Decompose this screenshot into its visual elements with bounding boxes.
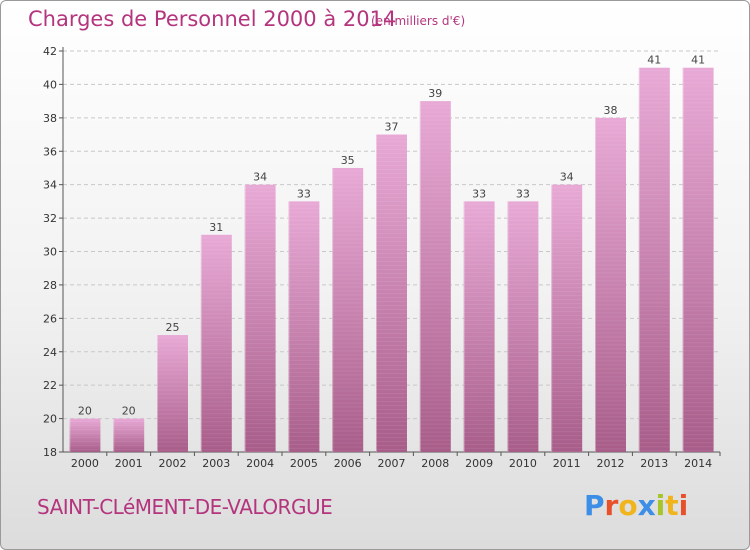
data-label: 20 <box>78 405 92 418</box>
bar <box>595 117 626 452</box>
data-label: 33 <box>297 187 311 200</box>
x-tick-label: 2004 <box>246 457 274 470</box>
data-label: 34 <box>560 171 574 184</box>
bar <box>288 201 320 452</box>
chart-title: Charges de Personnel 2000 à 2014 <box>28 7 397 31</box>
bars <box>69 67 714 453</box>
proxiti-logo[interactable]: Proxiti <box>584 489 688 522</box>
x-tick-label: 2009 <box>465 457 493 470</box>
bar <box>157 335 188 452</box>
logo-letter: P <box>584 489 605 522</box>
bar <box>200 234 232 452</box>
x-tick-label: 2001 <box>115 457 143 470</box>
data-label: 31 <box>209 221 223 234</box>
logo-letter: r <box>604 489 619 522</box>
x-tick-label: 2011 <box>553 457 581 470</box>
logo-letter: i <box>678 489 689 522</box>
logo-letter: o <box>618 489 638 522</box>
data-label: 25 <box>166 321 180 334</box>
logo-letter: t <box>665 489 679 522</box>
bar <box>463 201 495 452</box>
y-tick-label: 28 <box>43 279 57 292</box>
data-label: 39 <box>428 87 442 100</box>
x-tick-label: 2005 <box>290 457 318 470</box>
x-tick-label: 2014 <box>684 457 712 470</box>
x-tick-label: 2010 <box>509 457 537 470</box>
y-tick-label: 26 <box>43 312 57 325</box>
data-label: 41 <box>647 54 661 67</box>
y-tick-label: 24 <box>43 346 57 359</box>
y-tick-label: 32 <box>43 212 57 225</box>
x-tick-label: 2000 <box>71 457 99 470</box>
x-tick-label: 2003 <box>202 457 230 470</box>
y-tick-label: 18 <box>43 446 57 459</box>
y-tick-label: 20 <box>43 413 57 426</box>
y-axis-ticks: 18 20 22 24 26 28 30 32 34 36 38 40 42 <box>43 45 63 459</box>
data-label: 34 <box>253 171 267 184</box>
data-label: 41 <box>691 54 705 67</box>
x-tick-label: 2007 <box>378 457 406 470</box>
y-tick-label: 38 <box>43 112 57 125</box>
y-tick-label: 42 <box>43 45 57 58</box>
bar <box>332 167 364 453</box>
bar <box>638 67 670 452</box>
y-tick-label: 40 <box>43 78 57 91</box>
bar <box>69 418 101 452</box>
bar <box>376 134 407 452</box>
y-tick-label: 36 <box>43 145 57 158</box>
chart-subtitle: (en milliers d'€) <box>371 14 466 28</box>
data-labels: 20 20 25 31 34 33 35 37 39 33 33 34 38 41 41 <box>78 54 705 418</box>
bar <box>419 101 451 452</box>
x-axis-ticks: 2000 2001 2002 2003 2004 2005 2006 2007 2008 2009… <box>71 452 721 470</box>
bar <box>113 418 145 452</box>
y-tick-label: 34 <box>43 179 57 192</box>
x-tick-label: 2008 <box>421 457 449 470</box>
logo-letter: x <box>637 489 656 522</box>
data-label: 37 <box>385 121 399 134</box>
x-tick-label: 2013 <box>640 457 668 470</box>
y-tick-label: 22 <box>43 379 57 392</box>
data-label: 33 <box>472 187 486 200</box>
data-label: 33 <box>516 187 530 200</box>
data-label: 38 <box>604 104 618 117</box>
bar <box>244 184 276 452</box>
x-tick-label: 2002 <box>159 457 187 470</box>
data-label: 35 <box>341 154 355 167</box>
bar <box>682 67 714 452</box>
y-tick-label: 30 <box>43 246 57 259</box>
bar <box>507 201 539 452</box>
x-tick-label: 2006 <box>334 457 362 470</box>
data-label: 20 <box>122 405 136 418</box>
commune-name: SAINT-CLéMENT-DE-VALORGUE <box>37 495 333 519</box>
x-tick-label: 2012 <box>597 457 625 470</box>
bar <box>551 184 583 452</box>
logo-letter: i <box>655 489 666 522</box>
